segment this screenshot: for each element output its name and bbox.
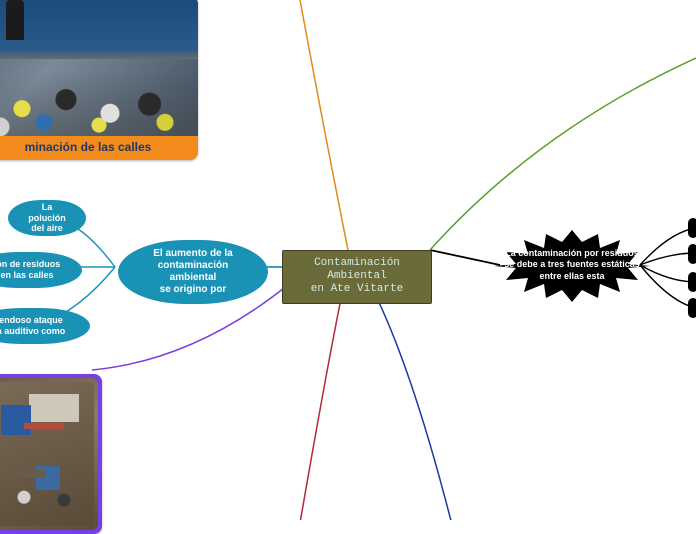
leaf-chip[interactable] — [688, 272, 696, 292]
branch-residue-label: La contaminación por residuosse debe a t… — [492, 248, 652, 282]
leaf-chip[interactable] — [688, 298, 696, 318]
card-caption: minación de las calles — [0, 136, 198, 156]
photo-trash-street — [0, 0, 198, 136]
central-topic-label: Contaminación Ambientalen Ate Vitarte — [293, 257, 421, 297]
leaf-chip[interactable] — [688, 218, 696, 238]
leaf-air-pollution[interactable]: La polucióndel aire — [8, 200, 86, 236]
leaf-label: endoso ataquea auditivo como — [0, 315, 65, 337]
branch-residue-sources[interactable]: La contaminación por residuosse debe a t… — [494, 230, 650, 302]
card-market — [0, 374, 102, 534]
branch-causes[interactable]: El aumento de lacontaminación ambientals… — [118, 240, 268, 304]
branch-causes-label: El aumento de lacontaminación ambientals… — [142, 248, 244, 296]
leaf-chip[interactable] — [688, 244, 696, 264]
leaf-label: La polucióndel aire — [24, 202, 70, 234]
leaf-label: ión de residuosen las calles — [0, 259, 60, 281]
central-topic[interactable]: Contaminación Ambientalen Ate Vitarte — [282, 250, 432, 304]
photo-market — [0, 378, 98, 530]
card-street-pollution: minación de las calles — [0, 0, 198, 160]
